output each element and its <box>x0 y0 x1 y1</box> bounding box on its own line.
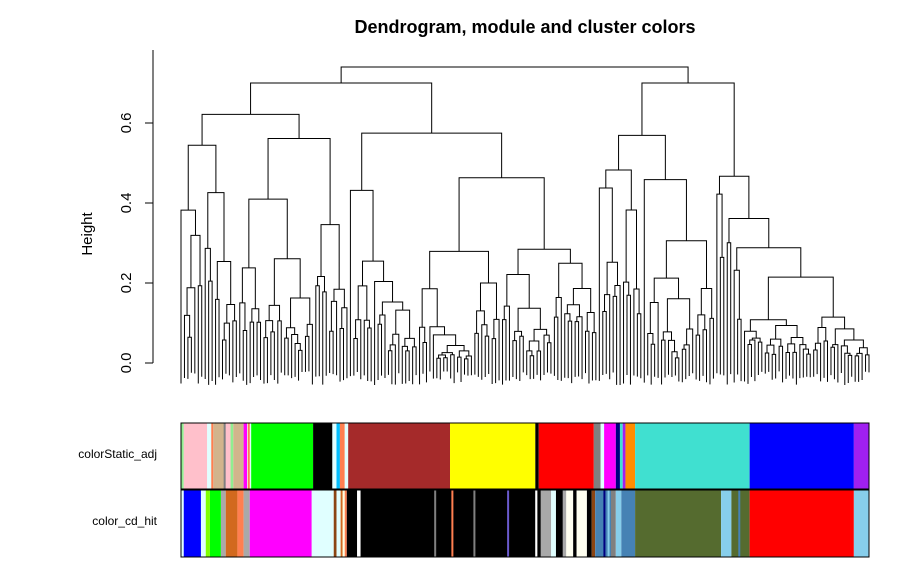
color-segment <box>237 490 244 557</box>
color-segment <box>230 423 234 489</box>
color-segment <box>181 423 184 489</box>
color-segment <box>225 490 238 557</box>
color-segment <box>344 423 349 489</box>
color-segment <box>586 490 592 557</box>
color-segment <box>357 490 361 557</box>
color-segment <box>573 490 577 557</box>
color-segment <box>251 423 314 489</box>
color-bar-labels: colorStatic_adj color_cd_hit <box>78 447 157 528</box>
color-segment <box>211 423 214 489</box>
color-segment <box>537 490 541 557</box>
color-segment <box>200 490 206 557</box>
color-segment <box>336 490 341 557</box>
y-tick-label: 0.2 <box>118 273 135 294</box>
color-segment <box>209 490 221 557</box>
color-segment <box>540 490 552 557</box>
color-segment <box>635 490 722 557</box>
y-axis: 0.0 0.2 0.4 0.6 Height <box>79 50 154 374</box>
color-segment <box>183 490 201 557</box>
color-accent-stripe <box>434 490 437 557</box>
color-segment <box>731 490 750 557</box>
color-segment <box>224 423 231 489</box>
color-segment <box>243 423 248 489</box>
color-segment <box>207 423 212 489</box>
y-tick-label: 0.0 <box>118 353 135 374</box>
color-segment <box>205 490 210 557</box>
color-segment <box>181 490 184 557</box>
color-accent-stripe <box>607 490 610 557</box>
color-segment <box>243 490 250 557</box>
color-segment <box>611 490 616 557</box>
color-segment <box>233 423 244 489</box>
y-tick-label: 0.4 <box>118 193 135 214</box>
color-accent-stripe <box>473 490 476 557</box>
color-segment <box>535 490 538 557</box>
color-segment <box>450 423 536 489</box>
color-segment <box>213 423 225 489</box>
color-segment <box>332 423 337 489</box>
color-segment <box>344 490 347 557</box>
color-row-frame <box>180 422 870 490</box>
color-segment <box>311 490 334 557</box>
dendrogram-branches <box>180 66 870 385</box>
color-segment <box>721 490 732 557</box>
dendrogram-tree <box>180 66 870 385</box>
color-segment <box>591 490 596 557</box>
color-segment <box>360 490 536 557</box>
color-segment <box>749 423 854 489</box>
color-segment <box>619 423 623 489</box>
color-accent-stripe <box>507 490 510 557</box>
color-segment <box>220 490 226 557</box>
color-accent-stripe <box>738 490 741 557</box>
color-segment <box>615 490 622 557</box>
color-segment <box>749 490 854 557</box>
color-segment <box>600 423 605 489</box>
color-segment <box>183 423 208 489</box>
color-segment <box>535 423 539 489</box>
color-segment <box>340 490 343 557</box>
y-axis-label: Height <box>79 211 96 255</box>
color-segment <box>562 490 567 557</box>
color-segment <box>604 423 616 489</box>
color-segment <box>339 423 345 489</box>
color-row-colorStatic_adj <box>180 422 870 490</box>
color-segment <box>348 423 450 489</box>
color-segment <box>566 490 574 557</box>
color-row-label: color_cd_hit <box>92 514 157 528</box>
color-segment <box>576 490 587 557</box>
color-segment <box>346 490 358 557</box>
color-accent-stripe <box>603 490 606 557</box>
color-segment <box>555 490 563 557</box>
y-tick-label: 0.6 <box>118 113 135 134</box>
color-segment <box>593 423 601 489</box>
color-segment <box>313 423 333 489</box>
color-segment <box>635 423 750 489</box>
color-segment <box>538 423 594 489</box>
color-bars <box>180 422 870 558</box>
color-accent-stripe <box>223 423 226 489</box>
color-accent-stripe <box>247 423 250 489</box>
color-segment <box>853 490 869 557</box>
color-row-frame <box>180 489 870 558</box>
color-row-color_cd_hit <box>180 489 870 558</box>
color-segment <box>333 490 337 557</box>
color-segment <box>853 423 869 489</box>
color-segment <box>249 490 312 557</box>
color-segment <box>595 490 611 557</box>
color-segment <box>621 490 636 557</box>
color-segment <box>342 490 345 557</box>
color-segment <box>625 423 636 489</box>
y-ticks: 0.0 0.2 0.4 0.6 <box>118 113 153 374</box>
color-segment <box>622 423 626 489</box>
color-row-label: colorStatic_adj <box>78 447 157 461</box>
color-segment <box>551 490 556 557</box>
chart-title: Dendrogram, module and cluster colors <box>354 17 695 37</box>
color-segment <box>615 423 620 489</box>
color-segment <box>336 423 340 489</box>
color-accent-stripe <box>451 490 454 557</box>
